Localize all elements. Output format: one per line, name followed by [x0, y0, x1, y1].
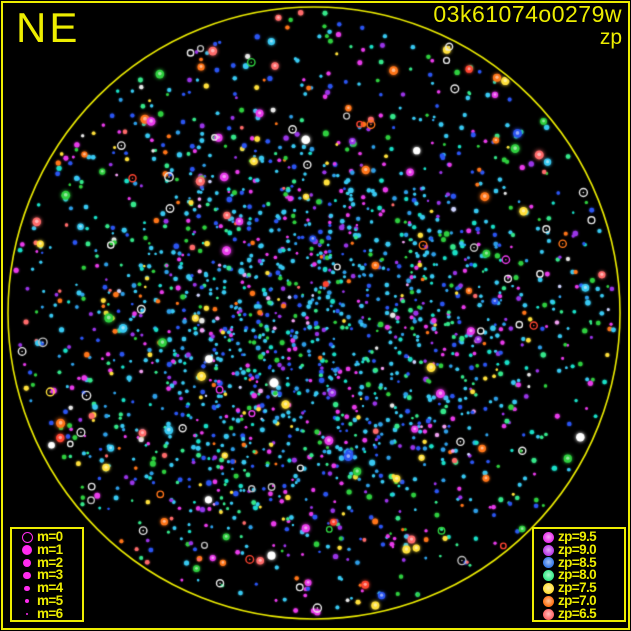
- zeropoint-marker: [542, 544, 554, 556]
- legend-marker-cell: [538, 531, 558, 543]
- legend-entry-label: zp=8.5: [558, 554, 597, 570]
- legend-row: m=5: [17, 592, 82, 608]
- legend-row: zp=7.0: [538, 592, 624, 608]
- zeropoint-legend: zp=9.5 zp=9.0 zp=8.5 zp=8.0 zp=7.5 zp=7.0 zp=6…: [532, 527, 626, 622]
- zeropoint-marker: [542, 608, 554, 620]
- color-scale-label: zp: [599, 26, 622, 49]
- legend-entry-label: m=2: [37, 554, 63, 570]
- magnitude-marker-dot: [25, 612, 29, 616]
- legend-marker-cell: [538, 608, 558, 620]
- legend-marker-cell: [17, 558, 37, 568]
- magnitude-marker-ring: [21, 531, 33, 543]
- legend-entry-label: zp=7.5: [558, 580, 597, 596]
- legend-marker-cell: [17, 585, 37, 592]
- legend-entry-label: m=6: [37, 605, 63, 621]
- legend-marker-cell: [17, 531, 37, 543]
- plate-title: 03k61074o0279w: [433, 1, 622, 27]
- legend-marker-cell: [538, 557, 558, 569]
- legend-row: m=2: [17, 554, 82, 570]
- orientation-label: NE: [16, 4, 81, 51]
- legend-row: m=1: [17, 541, 82, 557]
- magnitude-marker-dot: [25, 599, 29, 604]
- legend-marker-cell: [538, 595, 558, 607]
- legend-entry-label: m=0: [37, 529, 63, 544]
- legend-entry-label: zp=9.5: [558, 529, 597, 544]
- magnitude-marker-dot: [23, 572, 31, 580]
- legend-row: zp=8.0: [538, 567, 624, 583]
- legend-marker-cell: [17, 612, 37, 616]
- magnitude-marker-dot: [24, 585, 30, 592]
- plot-header: 03k61074o0279w zp: [433, 2, 622, 49]
- legend-marker-cell: [538, 570, 558, 582]
- legend-marker-cell: [17, 545, 37, 556]
- legend-marker-cell: [17, 599, 37, 604]
- legend-row: m=4: [17, 580, 82, 596]
- legend-marker-cell: [17, 572, 37, 580]
- legend-row: zp=9.0: [538, 541, 624, 557]
- legend-entry-label: zp=7.0: [558, 592, 597, 608]
- legend-entry-label: m=4: [37, 580, 63, 596]
- legend-row: zp=8.5: [538, 554, 624, 570]
- legend-row: m=6: [17, 605, 82, 621]
- zeropoint-marker: [542, 570, 554, 582]
- zeropoint-marker: [542, 583, 554, 595]
- zeropoint-marker: [542, 557, 554, 569]
- legend-entry-label: zp=6.5: [558, 605, 597, 621]
- legend-entry-label: m=5: [37, 592, 63, 608]
- legend-row: m=3: [17, 567, 82, 583]
- zeropoint-marker: [542, 595, 554, 607]
- magnitude-marker-dot: [22, 545, 32, 556]
- magnitude-marker-dot: [22, 558, 32, 568]
- legend-row: m=0: [17, 529, 82, 544]
- legend-marker-cell: [538, 544, 558, 556]
- magnitude-legend: m=0 m=1 m=2 m=3 m=4 m=5 m=6: [10, 527, 84, 622]
- legend-marker-cell: [538, 583, 558, 595]
- zeropoint-marker: [542, 531, 554, 543]
- legend-row: zp=7.5: [538, 580, 624, 596]
- legend-entry-label: zp=8.0: [558, 567, 597, 583]
- legend-entry-label: m=3: [37, 567, 63, 583]
- legend-entry-label: m=1: [37, 541, 63, 557]
- legend-row: zp=9.5: [538, 529, 624, 544]
- legend-row: zp=6.5: [538, 605, 624, 621]
- legend-entry-label: zp=9.0: [558, 541, 597, 557]
